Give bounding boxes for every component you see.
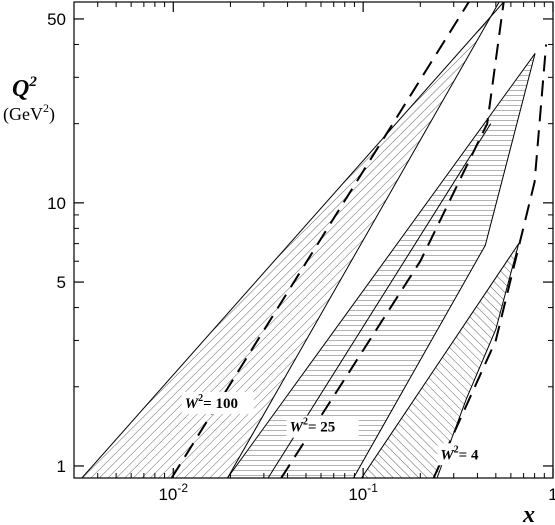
series-label-bg-0 (181, 392, 254, 415)
series-label-bg-2 (437, 443, 510, 466)
y-axis-unit: (GeV2) (3, 101, 55, 125)
dashed-line-0 (170, 2, 470, 478)
y-tick-label-1: 5 (57, 273, 66, 292)
x-tick-label-0: 10-2 (158, 481, 188, 504)
y-axis-label: Q2 (12, 74, 37, 102)
dashed-line-1 (280, 2, 505, 478)
series-label-1: W2= 25 (290, 417, 336, 436)
band-upper-edge-2 (436, 243, 520, 478)
series-label-0: W2= 100 (185, 393, 238, 412)
series-labels: W2= 100 W2= 25 W2= 4 (181, 392, 510, 466)
y-axis-label-sup: 2 (28, 74, 37, 90)
y-tick-label-0: 1 (57, 457, 66, 476)
band-lower-edge-2 (361, 243, 520, 478)
x-axis-label: x (522, 502, 535, 525)
band-lower-edge-1 (227, 53, 536, 478)
x-tick-label-1: 10-1 (348, 481, 378, 504)
axis-ticks: 10-2 10-1 1 1 5 10 50 (47, 2, 555, 504)
dashed-line-2 (432, 44, 548, 478)
band-upper-edge-1 (353, 53, 536, 478)
band-lower-edge-0 (81, 2, 505, 478)
y-tick-label-3: 50 (47, 10, 66, 29)
y-tick-label-2: 10 (47, 194, 66, 213)
x-tick-label-2: 1 (548, 485, 555, 504)
series-label-2: W2= 4 (440, 444, 479, 463)
plot-area (81, 2, 548, 478)
plot-frame (73, 1, 554, 479)
band-upper-edge-0 (227, 2, 500, 478)
series-label-bg-1 (286, 415, 359, 438)
